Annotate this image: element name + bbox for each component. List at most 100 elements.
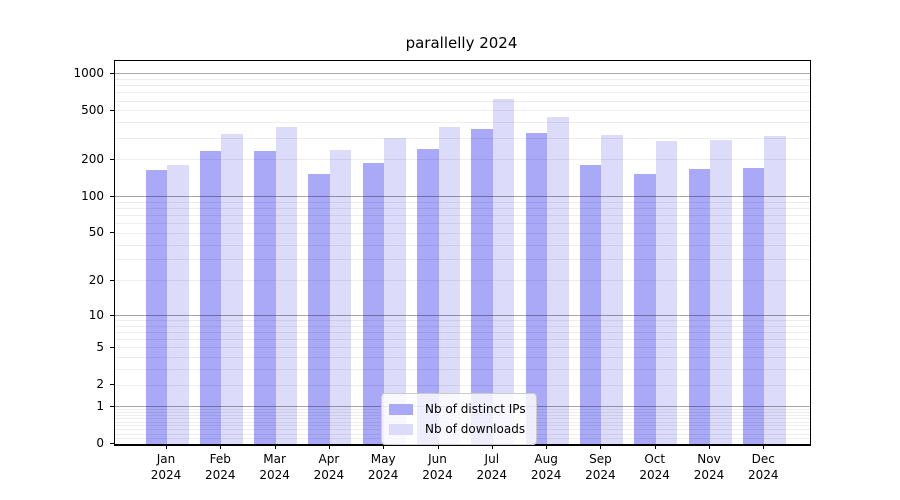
plot-area: Nb of distinct IPs Nb of downloads	[114, 60, 811, 446]
gridline-4	[115, 357, 810, 359]
y-tick-mark-20	[110, 279, 114, 281]
x-tick-label-may: May 2024	[367, 452, 399, 482]
x-tick-mark-feb	[220, 445, 222, 449]
bar-ips-nov	[688, 169, 710, 444]
bar-downloads-dec	[764, 135, 786, 444]
legend: Nb of distinct IPs Nb of downloads	[381, 393, 537, 445]
x-tick-mark-jul	[491, 445, 493, 449]
x-tick-label-sep: Sep 2024	[585, 452, 616, 482]
gridline-200	[115, 159, 810, 161]
y-tick-mark-500	[110, 109, 114, 111]
x-tick-mark-mar	[274, 445, 276, 449]
gridline-900	[115, 78, 810, 80]
y-tick-mark-50	[110, 232, 114, 234]
y-tick-mark-200	[110, 158, 114, 160]
gridline-60	[115, 223, 810, 225]
bar-ips-may	[362, 162, 385, 444]
bar-downloads-feb	[221, 134, 243, 444]
gridline-5	[115, 347, 810, 349]
bar-ips-sep	[579, 164, 602, 444]
x-tick-label-mar: Mar 2024	[259, 452, 290, 482]
y-tick-label-500: 500	[81, 102, 104, 117]
gridline-2	[115, 384, 810, 386]
bar-ips-feb	[199, 151, 222, 444]
bar-downloads-apr	[329, 150, 352, 444]
gridline-70	[115, 215, 810, 217]
bar-ips-jan	[145, 170, 167, 444]
bar-downloads-sep	[601, 134, 623, 444]
y-tick-mark-5	[110, 346, 114, 348]
gridline-30	[115, 259, 810, 261]
bar-ips-apr	[308, 174, 330, 444]
gridline-7	[115, 332, 810, 334]
y-tick-mark-0	[110, 443, 114, 444]
y-tick-label-100: 100	[81, 188, 104, 203]
legend-label-ips: Nb of distinct IPs	[425, 402, 526, 416]
x-tick-label-nov: Nov 2024	[693, 452, 725, 482]
legend-entry-distinct-ips: Nb of distinct IPs	[389, 399, 526, 419]
gridline-10	[115, 315, 810, 316]
y-tick-mark-100	[110, 195, 114, 197]
x-tick-label-dec: Dec 2024	[748, 452, 779, 482]
y-tick-mark-10	[110, 314, 114, 316]
x-tick-mark-aug	[546, 445, 548, 449]
bar-downloads-may	[384, 138, 406, 444]
bar-ips-mar	[254, 151, 276, 444]
x-tick-mark-jun	[437, 445, 439, 449]
bar-downloads-nov	[710, 140, 732, 444]
x-tick-mark-apr	[328, 445, 330, 449]
gridline-100	[115, 196, 810, 198]
gridline-300	[115, 137, 810, 139]
bar-downloads-jul	[492, 98, 515, 444]
gridline-9	[115, 320, 810, 322]
bar-downloads-jun	[438, 127, 460, 444]
gridline-400	[115, 122, 810, 124]
gridline-1000	[115, 73, 810, 75]
bar-downloads-mar	[275, 126, 298, 444]
gridline-500	[115, 110, 810, 112]
x-tick-mark-dec	[763, 445, 765, 449]
bar-downloads-oct	[655, 141, 678, 444]
bar-downloads-aug	[547, 117, 569, 444]
y-tick-label-200: 200	[81, 151, 104, 166]
gridline-800	[115, 85, 810, 87]
gridline-600	[115, 100, 810, 102]
gridline-20	[115, 280, 810, 282]
x-tick-label-aug: Aug 2024	[530, 452, 562, 482]
y-tick-mark-1000	[110, 72, 114, 74]
x-tick-label-jul: Jul 2024	[476, 452, 508, 482]
gridline-40	[115, 244, 810, 246]
legend-swatch-ips	[389, 403, 413, 415]
bar-downloads-jan	[167, 165, 189, 444]
gridline-3	[115, 369, 810, 371]
gridline-700	[115, 92, 810, 94]
x-tick-label-jan: Jan 2024	[150, 452, 182, 482]
x-tick-label-feb: Feb 2024	[205, 452, 236, 482]
chart-title: parallelly 2024	[405, 34, 518, 52]
x-tick-label-apr: Apr 2024	[313, 452, 345, 482]
x-tick-label-oct: Oct 2024	[639, 452, 670, 482]
y-tick-label-0: 0	[96, 436, 104, 450]
y-tick-label-50: 50	[88, 225, 104, 240]
y-tick-mark-2	[110, 384, 114, 386]
x-tick-mark-may	[383, 445, 385, 449]
bar-ips-jul	[471, 129, 493, 444]
gridline-90	[115, 201, 810, 203]
bar-ips-oct	[634, 174, 656, 444]
gridline-6	[115, 339, 810, 341]
legend-entry-downloads: Nb of downloads	[389, 419, 526, 439]
bar-ips-aug	[525, 133, 548, 444]
x-tick-label-jun: Jun 2024	[422, 452, 453, 482]
x-tick-mark-jan	[166, 445, 167, 449]
y-tick-label-5: 5	[96, 339, 104, 354]
x-tick-mark-nov	[709, 445, 710, 449]
gridline-50	[115, 232, 810, 234]
bar-ips-jun	[417, 149, 439, 444]
bar-ips-dec	[742, 168, 765, 444]
y-tick-label-10: 10	[88, 307, 104, 322]
gridline-80	[115, 208, 810, 210]
y-tick-label-2: 2	[96, 377, 104, 392]
y-tick-mark-1	[110, 405, 114, 407]
y-tick-label-1000: 1000	[73, 65, 104, 80]
